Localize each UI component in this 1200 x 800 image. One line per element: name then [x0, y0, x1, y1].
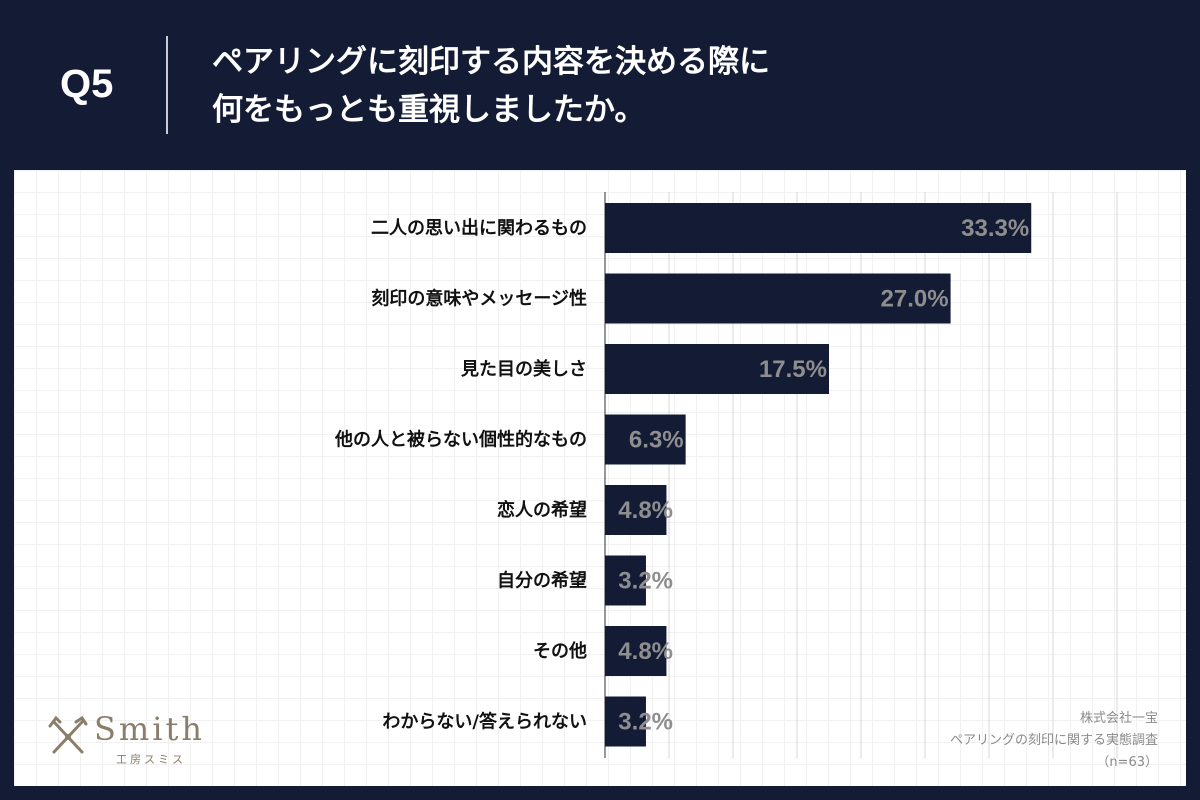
logo-wordmark: Smith [94, 710, 205, 748]
category-label: わからない/答えられない [382, 711, 587, 733]
bar [605, 485, 667, 535]
source-sample: （n=63） [1096, 755, 1158, 770]
value-label: 33.3% [961, 215, 1029, 242]
question-title-line-1: ペアリングに刻印する内容を決める際に [212, 44, 770, 80]
chart-panel: 二人の思い出に関わるもの 33.3% 刻印の意味やメッセージ性 27.0% 見た目の美し… [14, 170, 1186, 786]
bar [605, 414, 686, 465]
category-label: 見た目の美しさ [460, 358, 587, 380]
bar [605, 273, 951, 324]
question-title: ペアリングに刻印する内容を決める際に 何をもっとも重視しましたか。 [212, 38, 1172, 134]
source-note: 株式会社一宝 ペアリングの刻印に関する実態調査 （n=63） [950, 708, 1158, 774]
value-label: 3.2% [618, 709, 673, 736]
category-label: 恋人の希望 [497, 499, 587, 521]
brand-logo: Smith 工房スミス [46, 710, 236, 770]
header: Q5 ペアリングに刻印する内容を決める際に 何をもっとも重視しましたか。 [0, 0, 1200, 170]
bar [605, 696, 646, 747]
source-company: 株式会社一宝 [1079, 711, 1158, 726]
value-label: 6.3% [629, 427, 684, 454]
bar [605, 555, 646, 606]
question-title-line-2: 何をもっとも重視しましたか。 [212, 92, 646, 128]
value-label: 4.8% [618, 638, 673, 665]
category-label: 刻印の意味やメッセージ性 [371, 288, 587, 310]
bar [605, 626, 667, 676]
category-label: その他 [533, 640, 587, 662]
crossed-tools-icon [48, 715, 88, 754]
bar [605, 203, 1032, 253]
category-label: 二人の思い出に関わるもの [371, 217, 587, 239]
value-label: 3.2% [618, 568, 673, 595]
value-label: 17.5% [759, 356, 827, 383]
category-label: 自分の希望 [497, 570, 587, 592]
value-label: 4.8% [618, 497, 673, 524]
bar [605, 344, 829, 394]
source-survey: ペアリングの刻印に関する実態調査 [949, 733, 1158, 748]
question-number: Q5 [60, 62, 114, 106]
logo-subtitle: 工房スミス [116, 753, 186, 766]
header-divider [166, 36, 168, 134]
bar-chart: 二人の思い出に関わるもの 33.3% 刻印の意味やメッセージ性 27.0% 見た目の美し… [334, 192, 1118, 758]
category-label: 他の人と被らない個性的なもの [334, 429, 587, 451]
value-label: 27.0% [881, 286, 949, 313]
